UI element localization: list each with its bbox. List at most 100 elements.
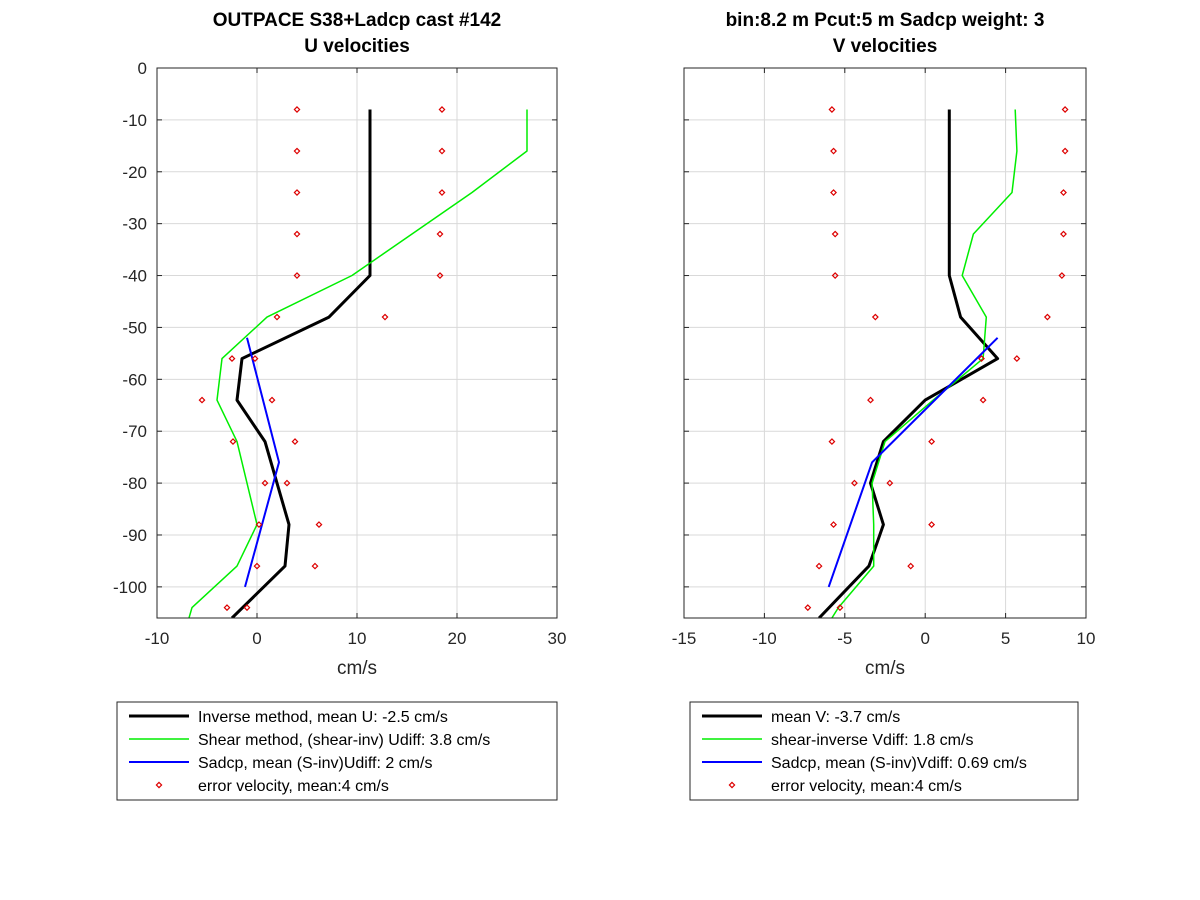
series-line-1 xyxy=(831,109,1018,618)
series-line-0 xyxy=(230,109,372,618)
legend: mean V: -3.7 cm/s shear-inverse Vdiff: 1.… xyxy=(689,701,1079,801)
error-velocity-point xyxy=(293,230,301,238)
y-tick-label: -60 xyxy=(122,370,147,389)
x-axis-label: cm/s xyxy=(337,658,377,679)
x-tick-label: -10 xyxy=(145,629,170,648)
y-tick-label: -10 xyxy=(122,111,147,130)
error-velocity-point xyxy=(1060,189,1067,196)
error-velocity-point xyxy=(828,438,836,446)
error-velocity-point xyxy=(251,355,259,363)
error-velocity-point xyxy=(978,355,985,363)
x-axis-label: cm/s xyxy=(865,658,905,679)
chart-title-line: OUTPACE S38+Ladcp cast #142 xyxy=(213,10,501,31)
error-velocity-point xyxy=(381,313,389,321)
legend-marker xyxy=(155,781,163,789)
error-velocity-point xyxy=(268,396,276,404)
y-tick-label: -50 xyxy=(122,318,147,337)
error-velocity-point xyxy=(283,479,291,487)
chart-title-line: U velocities xyxy=(304,36,410,57)
error-velocity-point xyxy=(311,562,319,570)
legend-entry-0: mean V: -3.7 cm/s xyxy=(771,709,900,726)
error-velocity-point xyxy=(293,147,301,155)
error-velocity-point xyxy=(928,521,936,529)
x-tick-label: 10 xyxy=(348,629,367,648)
error-velocity-point xyxy=(815,562,823,570)
x-tick-label: 5 xyxy=(1001,629,1010,648)
error-velocity-point xyxy=(438,106,446,113)
plot-area xyxy=(684,68,1086,618)
error-velocity-point xyxy=(273,313,281,321)
legend-entry-2: Sadcp, mean (S-inv)Udiff: 2 cm/s xyxy=(198,755,432,772)
error-velocity-point xyxy=(830,189,837,196)
y-tick-label: -70 xyxy=(122,422,147,441)
x-tick-label: 20 xyxy=(448,629,467,648)
v-velocity-chart: -15 -10 -5 0 5 10 bin:8.2 m Pcut:5 m Sadcp wei… xyxy=(672,10,1096,801)
x-tick-label: 10 xyxy=(1077,629,1096,648)
error-velocity-point xyxy=(836,604,844,612)
error-velocity-point xyxy=(293,189,301,196)
legend-entry-3: error velocity, mean:4 cm/s xyxy=(771,778,962,795)
y-tick-label: -30 xyxy=(122,215,147,234)
x-tick-label: -15 xyxy=(672,629,697,648)
legend-box xyxy=(116,701,558,801)
error-velocity-point xyxy=(255,521,263,529)
error-velocity-point xyxy=(198,396,206,404)
plot-series-group xyxy=(188,106,528,618)
x-tick-label: -5 xyxy=(837,629,852,648)
error-velocity-point xyxy=(253,562,261,570)
error-velocity-point xyxy=(261,479,269,487)
series-line-0 xyxy=(818,109,1000,618)
y-tick-label: -90 xyxy=(122,526,147,545)
x-tick-label: -10 xyxy=(752,629,777,648)
error-velocity-point xyxy=(438,147,446,155)
error-velocity-point xyxy=(229,438,237,446)
error-velocity-point xyxy=(871,313,879,321)
error-velocity-point xyxy=(867,396,874,404)
error-velocity-point xyxy=(228,355,236,363)
error-velocity-point xyxy=(1058,272,1066,279)
error-velocity-point xyxy=(928,438,936,446)
error-velocity-point xyxy=(907,562,915,570)
y-tick-label: -80 xyxy=(122,474,147,493)
x-tick-label: 0 xyxy=(920,629,929,648)
error-velocity-point xyxy=(804,604,812,612)
error-velocity-point xyxy=(315,521,323,529)
y-tick-label: -40 xyxy=(122,267,147,286)
error-velocity-point xyxy=(1013,355,1021,363)
error-velocity-point xyxy=(1061,106,1069,113)
axes-box xyxy=(683,67,1087,619)
x-tick-label: 0 xyxy=(252,629,261,648)
error-velocity-point xyxy=(223,604,231,612)
legend-entry-3: error velocity, mean:4 cm/s xyxy=(198,778,389,795)
legend-entry-1: shear-inverse Vdiff: 1.8 cm/s xyxy=(771,732,973,749)
error-velocity-point xyxy=(886,479,894,487)
error-velocity-point xyxy=(831,230,839,238)
error-velocity-point xyxy=(979,396,987,404)
legend-box xyxy=(689,701,1079,801)
y-tick-label: -20 xyxy=(122,163,147,182)
error-velocity-point xyxy=(436,272,444,279)
legend-entry-1: Shear method, (shear-inv) Udiff: 3.8 cm/… xyxy=(198,732,490,749)
legend-entry-0: Inverse method, mean U: -2.5 cm/s xyxy=(198,709,448,726)
error-velocity-point xyxy=(291,438,299,446)
error-velocity-point xyxy=(830,521,837,529)
error-velocity-point xyxy=(243,604,251,612)
error-velocity-point xyxy=(293,272,301,279)
error-velocity-point xyxy=(828,106,836,113)
series-line-2 xyxy=(827,337,999,588)
error-velocity-point xyxy=(1043,313,1051,321)
plot-series-group xyxy=(804,106,1069,618)
x-tick-label: 30 xyxy=(548,629,567,648)
error-velocity-point xyxy=(831,272,839,279)
y-tick-label: -100 xyxy=(113,578,147,597)
y-tick-label: 0 xyxy=(138,59,147,78)
error-velocity-point xyxy=(850,479,858,487)
series-line-2 xyxy=(244,337,280,588)
chart-title-line: V velocities xyxy=(833,36,938,57)
error-velocity-point xyxy=(830,147,837,155)
error-velocity-point xyxy=(436,230,444,238)
legend: Inverse method, mean U: -2.5 cm/s Shear m… xyxy=(116,701,558,801)
legend-marker xyxy=(728,781,736,789)
error-velocity-point xyxy=(438,189,446,196)
